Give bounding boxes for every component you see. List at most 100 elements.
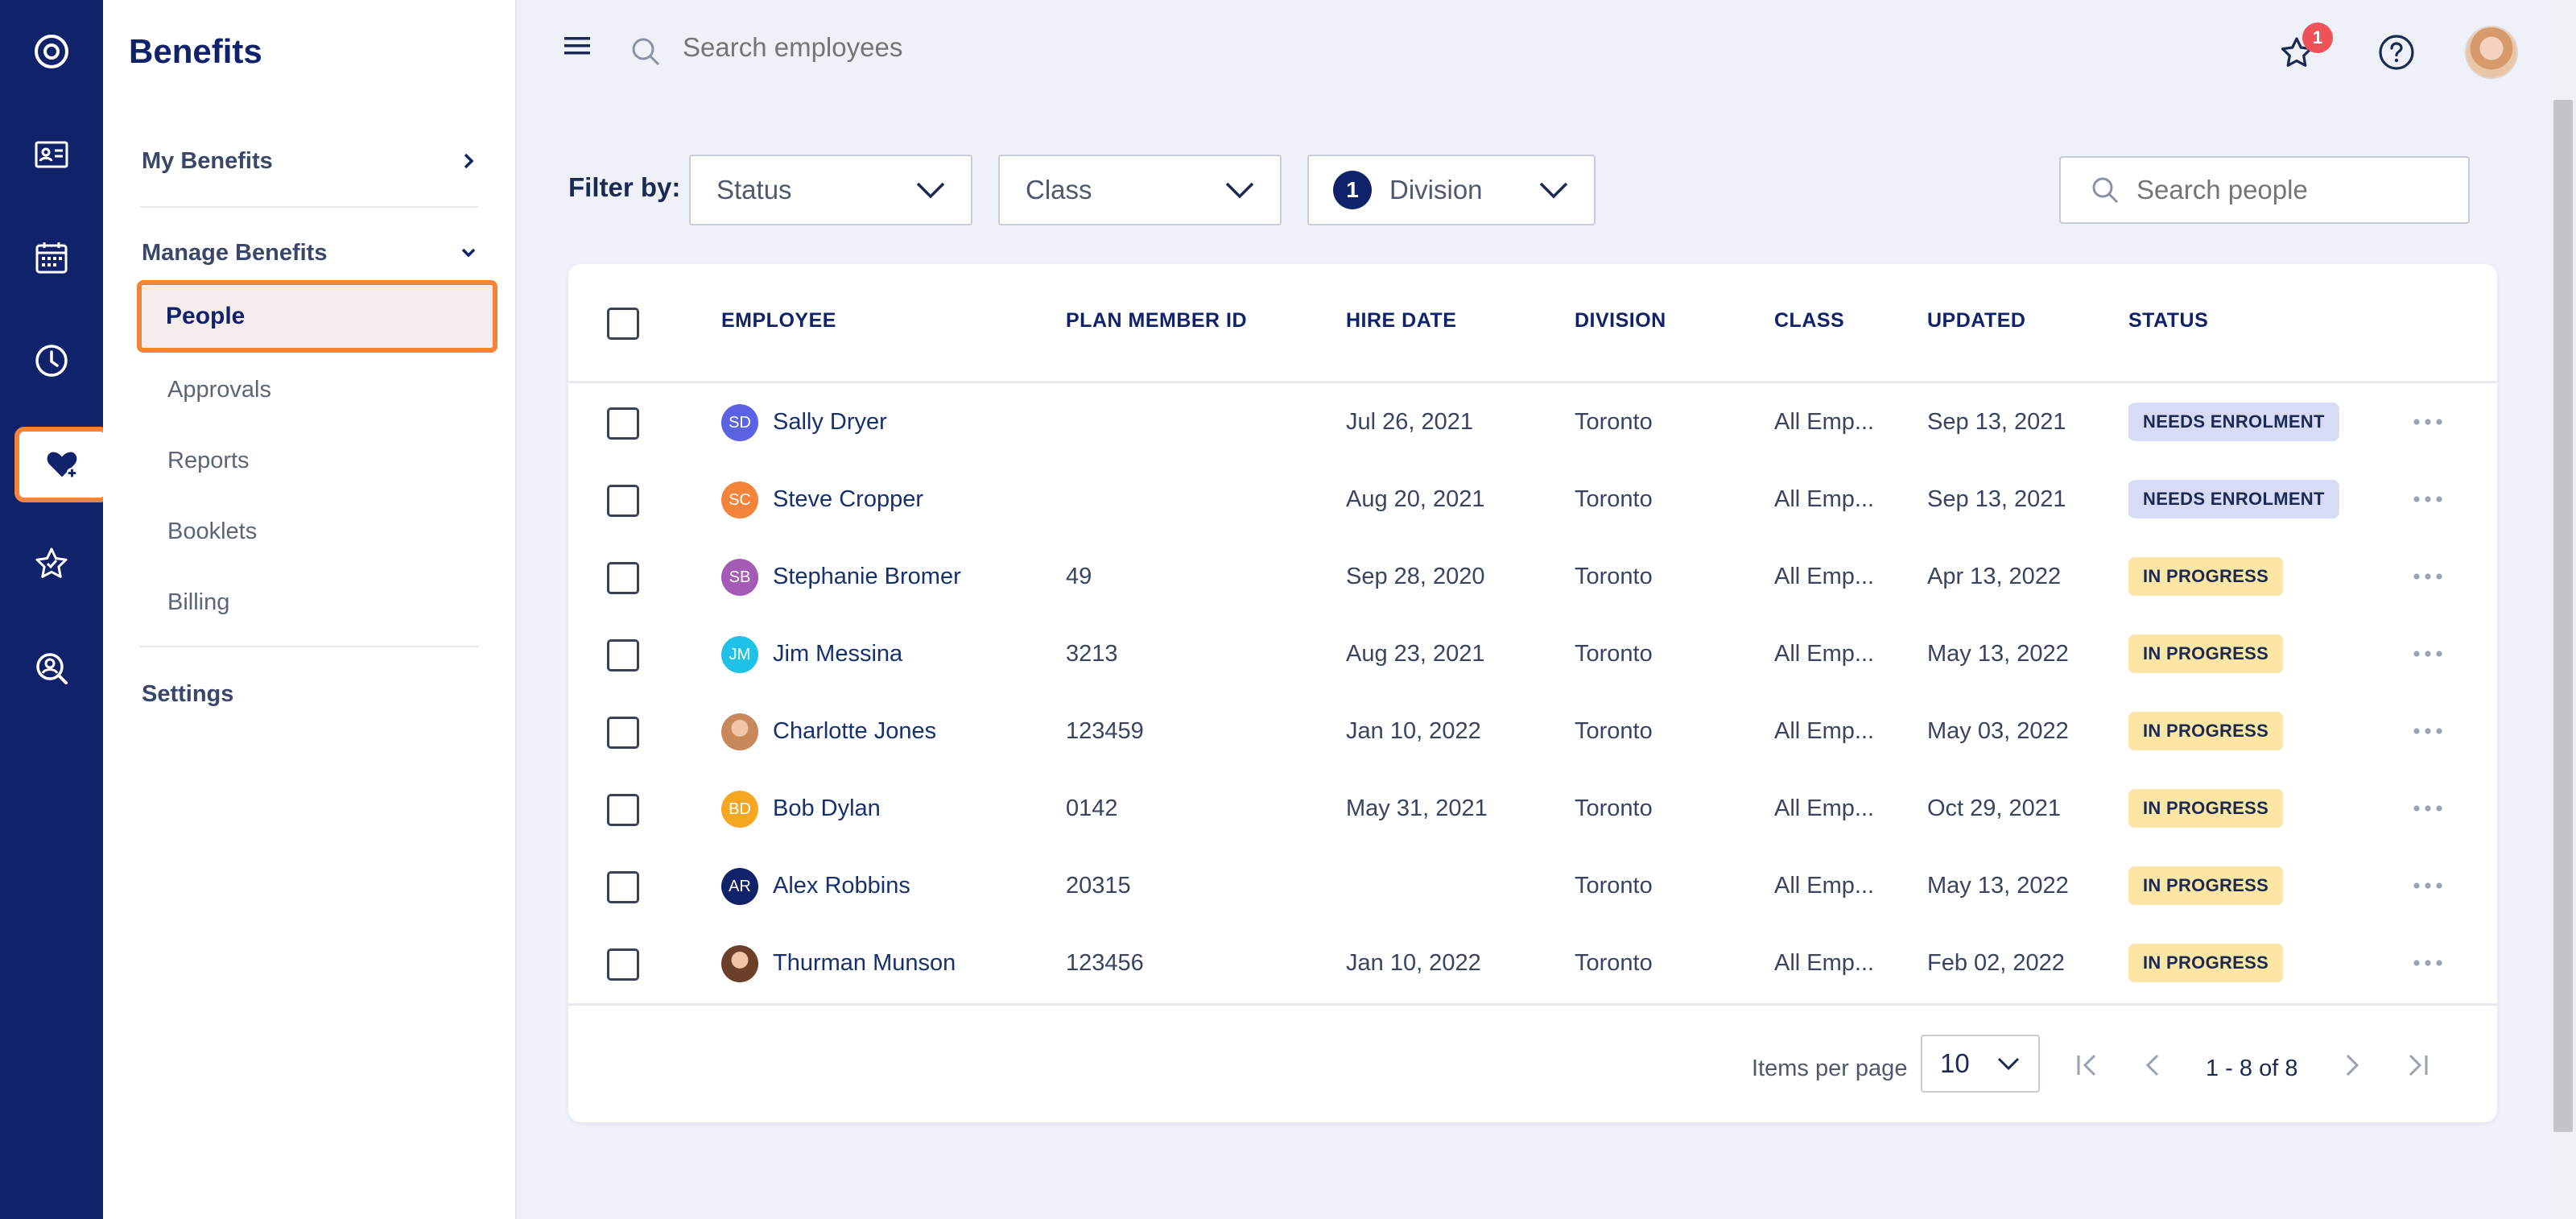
sidebar-item-approvals[interactable]: Approvals	[167, 377, 271, 403]
clock-icon[interactable]	[16, 325, 87, 396]
status-badge: IN PROGRESS	[2128, 866, 2284, 905]
division-cell: Toronto	[1575, 641, 1653, 667]
employee-name-link[interactable]: Charlotte Jones	[773, 718, 937, 744]
first-page-icon[interactable]	[2072, 1049, 2104, 1081]
row-checkbox[interactable]	[607, 871, 639, 903]
class-cell: All Emp...	[1774, 486, 1875, 512]
heart-benefits-icon[interactable]	[14, 427, 109, 502]
chevron-down-icon	[916, 182, 945, 199]
items-per-page-value: 10	[1940, 1048, 1970, 1078]
sidebar-item-billing[interactable]: Billing	[167, 589, 230, 615]
updated-cell: May 13, 2022	[1927, 641, 2069, 667]
class-filter-label: Class	[1026, 175, 1092, 205]
employee-name-link[interactable]: Stephanie Bromer	[773, 564, 961, 589]
person-search-icon[interactable]	[16, 633, 87, 704]
next-page-icon[interactable]	[2336, 1049, 2368, 1081]
more-options-icon[interactable]	[2412, 802, 2444, 815]
items-per-page-select[interactable]: 10	[1921, 1035, 2040, 1093]
employee-name-link[interactable]: Jim Messina	[773, 641, 903, 667]
manage-benefits-item[interactable]: Manage Benefits	[142, 229, 480, 277]
row-checkbox[interactable]	[607, 562, 639, 594]
division-cell: Toronto	[1575, 564, 1653, 589]
table-row[interactable]: SD Sally Dryer Jul 26, 2021 Toronto All Emp.…	[568, 385, 2497, 462]
column-header-updated[interactable]: UPDATED	[1927, 309, 2026, 332]
table-row[interactable]: Thurman Munson 123456 Jan 10, 2022 Toronto A…	[568, 926, 2497, 1003]
chevron-right-icon	[464, 153, 474, 169]
app-rail	[0, 0, 109, 1219]
table-row[interactable]: Charlotte Jones 123459 Jan 10, 2022 Toronto…	[568, 694, 2497, 771]
division-cell: Toronto	[1575, 950, 1653, 976]
sidebar-item-people[interactable]: People	[137, 280, 497, 353]
logo-icon[interactable]	[16, 16, 87, 87]
status-filter-label: Status	[716, 175, 792, 205]
column-header-status[interactable]: STATUS	[2128, 309, 2209, 332]
my-benefits-item[interactable]: My Benefits	[142, 137, 480, 185]
sidebar-item-reports[interactable]: Reports	[167, 448, 250, 473]
employee-avatar: AR	[721, 868, 758, 905]
table-pagination: Items per page 10 1 - 8 of 8	[568, 1003, 2497, 1122]
select-all-checkbox[interactable]	[607, 308, 639, 340]
settings-item[interactable]: Settings	[142, 670, 480, 718]
user-avatar[interactable]	[2465, 26, 2518, 79]
employee-avatar	[721, 945, 758, 982]
more-options-icon[interactable]	[2412, 957, 2444, 969]
table-row[interactable]: SC Steve Cropper Aug 20, 2021 Toronto All Em…	[568, 462, 2497, 539]
id-card-icon[interactable]	[16, 119, 87, 190]
people-table-card: EMPLOYEE PLAN MEMBER ID HIRE DATE DIVISI…	[568, 264, 2497, 1122]
table-row[interactable]: BD Bob Dylan 0142 May 31, 2021 Toronto All Em…	[568, 771, 2497, 849]
more-options-icon[interactable]	[2412, 647, 2444, 660]
table-row[interactable]: SB Stephanie Bromer 49 Sep 28, 2020 Toronto A…	[568, 539, 2497, 617]
sidebar-divider	[140, 206, 478, 208]
hire-date-cell: May 31, 2021	[1346, 795, 1488, 821]
status-filter-dropdown[interactable]: Status	[689, 155, 972, 225]
chevron-down-icon	[1225, 182, 1254, 199]
employee-name-link[interactable]: Sally Dryer	[773, 409, 887, 435]
column-header-plan-member-id[interactable]: PLAN MEMBER ID	[1066, 309, 1248, 332]
employee-name-link[interactable]: Steve Cropper	[773, 486, 923, 512]
updated-cell: Sep 13, 2021	[1927, 486, 2066, 512]
search-icon	[2092, 177, 2119, 204]
page-range: 1 - 8 of 8	[2206, 1056, 2298, 1081]
row-checkbox[interactable]	[607, 794, 639, 826]
calendar-icon[interactable]	[16, 222, 87, 293]
people-search-box[interactable]	[2059, 156, 2470, 224]
plan-member-id-cell: 49	[1066, 564, 1092, 589]
star-icon[interactable]	[16, 528, 87, 599]
updated-cell: Feb 02, 2022	[1927, 950, 2065, 976]
division-cell: Toronto	[1575, 718, 1653, 744]
more-options-icon[interactable]	[2412, 725, 2444, 738]
employee-name-link[interactable]: Alex Robbins	[773, 873, 910, 899]
division-filter-dropdown[interactable]: 1 Division	[1307, 155, 1596, 225]
previous-page-icon[interactable]	[2136, 1049, 2169, 1081]
row-checkbox[interactable]	[607, 948, 639, 981]
more-options-icon[interactable]	[2412, 879, 2444, 892]
people-search-input[interactable]	[2136, 175, 2442, 205]
sidebar-item-booklets[interactable]: Booklets	[167, 519, 258, 544]
sidebar-divider	[140, 646, 478, 647]
column-header-division[interactable]: DIVISION	[1575, 309, 1666, 332]
class-filter-dropdown[interactable]: Class	[998, 155, 1282, 225]
row-checkbox[interactable]	[607, 717, 639, 749]
plan-member-id-cell: 123459	[1066, 718, 1144, 744]
column-header-employee[interactable]: EMPLOYEE	[721, 309, 836, 332]
more-options-icon[interactable]	[2412, 493, 2444, 506]
table-row[interactable]: AR Alex Robbins 20315 Toronto All Emp... May …	[568, 849, 2497, 926]
status-badge: NEEDS ENROLMENT	[2128, 480, 2339, 519]
last-page-icon[interactable]	[2401, 1049, 2433, 1081]
column-header-class[interactable]: CLASS	[1774, 309, 1845, 332]
more-options-icon[interactable]	[2412, 570, 2444, 583]
column-header-hire-date[interactable]: HIRE DATE	[1346, 309, 1457, 332]
more-options-icon[interactable]	[2412, 415, 2444, 428]
employee-name-link[interactable]: Bob Dylan	[773, 795, 881, 821]
row-checkbox[interactable]	[607, 407, 639, 440]
page-scrollbar-thumb[interactable]	[2553, 100, 2573, 1132]
help-icon[interactable]	[2376, 32, 2417, 72]
employee-avatar	[721, 713, 758, 750]
table-row[interactable]: JM Jim Messina 3213 Aug 23, 2021 Toronto All …	[568, 617, 2497, 694]
employee-name-link[interactable]: Thurman Munson	[773, 950, 956, 976]
employee-search-input[interactable]	[683, 32, 1246, 63]
hamburger-menu-icon[interactable]	[562, 34, 592, 58]
row-checkbox[interactable]	[607, 485, 639, 517]
class-cell: All Emp...	[1774, 718, 1875, 744]
row-checkbox[interactable]	[607, 639, 639, 671]
